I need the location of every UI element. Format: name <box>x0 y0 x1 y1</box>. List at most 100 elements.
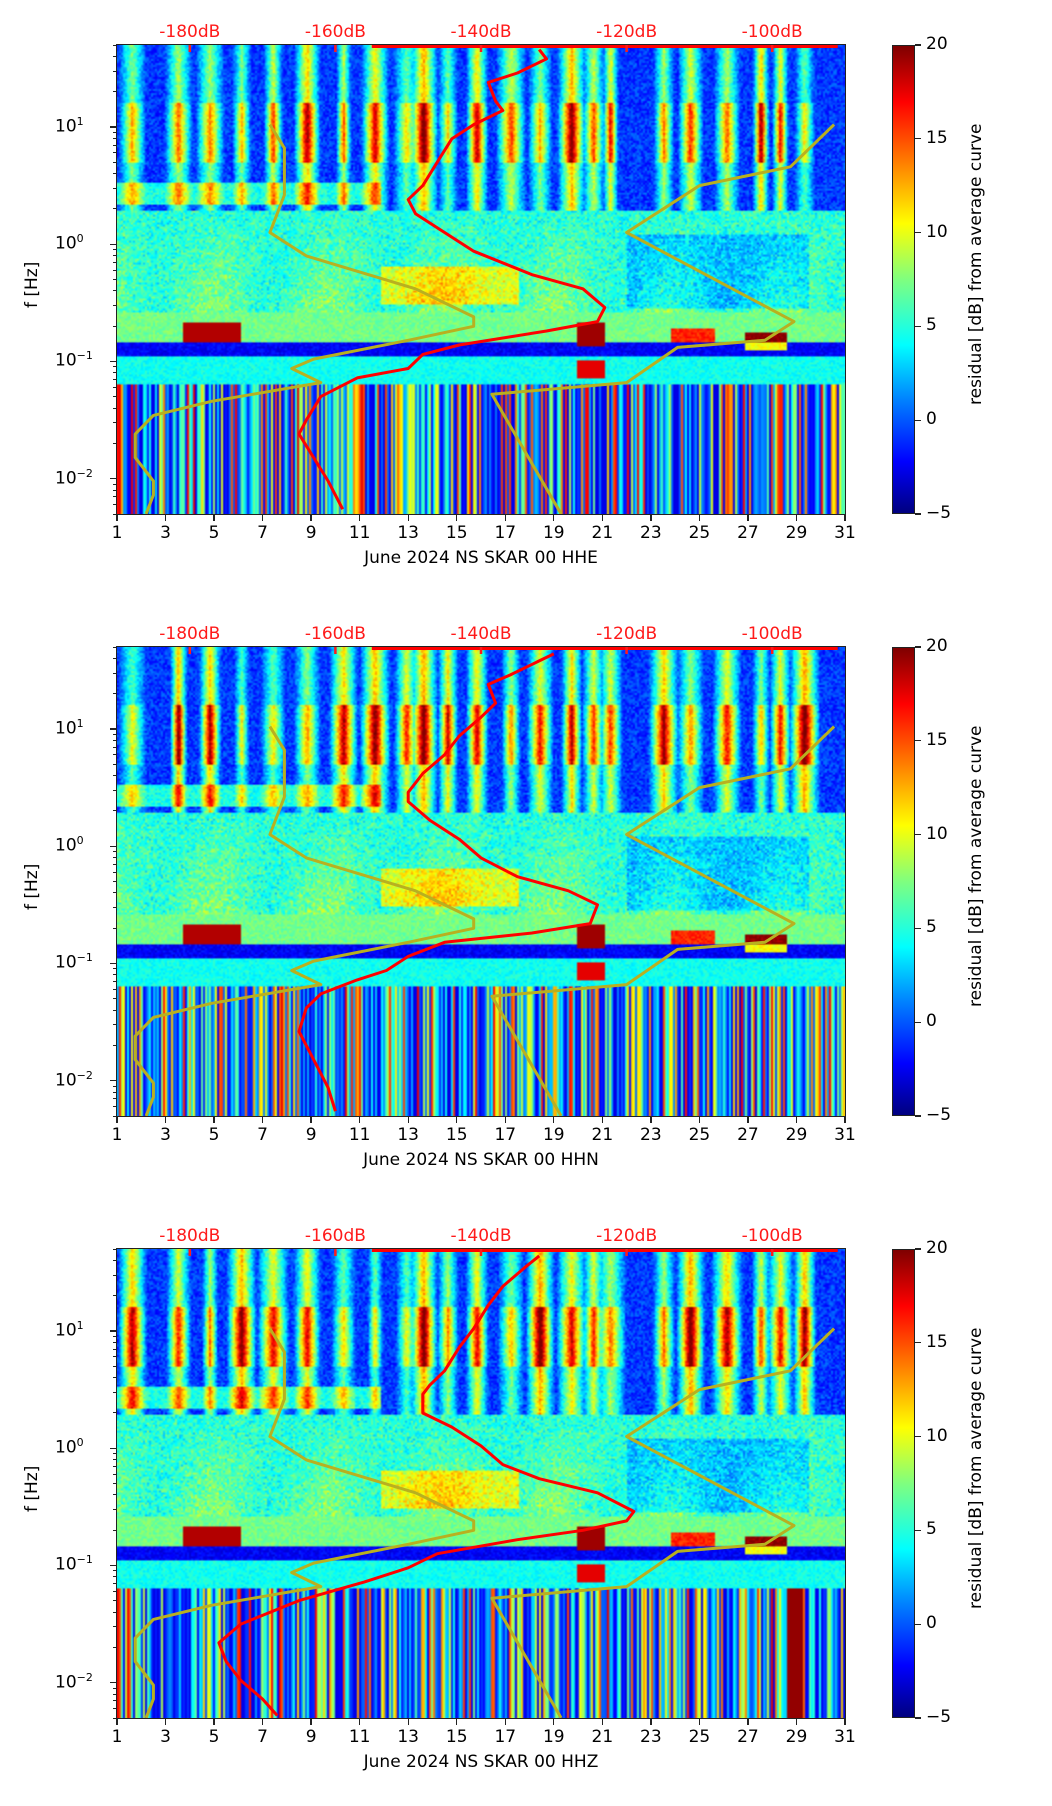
y-major-tick <box>110 962 117 965</box>
x-tick-label: 17 <box>494 1125 517 1145</box>
y-minor-tick <box>113 1570 117 1572</box>
y-major-tick <box>110 243 117 245</box>
colorbar <box>892 45 915 514</box>
x-tick-label: 23 <box>640 1125 662 1145</box>
y-minor-tick <box>113 1600 117 1602</box>
y-minor-tick <box>113 1509 117 1510</box>
y-minor-tick <box>113 998 117 1000</box>
y-minor-tick <box>113 1453 117 1455</box>
x-tick <box>698 514 701 521</box>
colorbar-tick <box>915 513 921 515</box>
y-minor-tick <box>113 152 117 154</box>
y-major-tick <box>110 1330 117 1332</box>
colorbar-tick-label: 0 <box>926 1011 937 1032</box>
y-minor-tick <box>113 881 117 882</box>
x-tick <box>504 1718 506 1725</box>
y-minor-tick <box>113 1248 117 1250</box>
colorbar-tick <box>915 1529 921 1532</box>
colorbar-tick <box>915 1115 921 1117</box>
y-tick-label: 100 <box>55 834 84 856</box>
x-tick <box>504 514 506 521</box>
x-tick-label: 29 <box>785 1727 808 1747</box>
y-minor-tick <box>113 789 117 791</box>
y-minor-tick <box>113 863 117 865</box>
y-minor-tick <box>113 968 117 970</box>
y-minor-tick <box>113 1044 117 1046</box>
x-tick-label: 1 <box>111 523 123 543</box>
x-tick <box>553 514 555 521</box>
x-tick <box>213 1718 215 1725</box>
x-tick <box>358 1718 361 1725</box>
x-tick-label: 15 <box>445 1727 468 1747</box>
db-tick-label: -180dB <box>159 1226 221 1246</box>
x-tick <box>650 514 652 521</box>
x-tick-label: 9 <box>305 1125 317 1145</box>
x-tick-label: 25 <box>688 1727 711 1747</box>
x-tick <box>553 1116 555 1123</box>
y-minor-tick <box>113 981 117 983</box>
colorbar-tick-label: 20 <box>926 636 948 656</box>
y-tick-label: 10−1 <box>55 951 93 973</box>
y-minor-tick <box>113 1391 117 1393</box>
x-tick <box>601 1116 604 1123</box>
y-minor-tick <box>113 1717 117 1719</box>
x-tick <box>261 514 264 521</box>
y-minor-tick <box>113 173 117 175</box>
x-tick <box>310 1116 312 1123</box>
colorbar-tick-label: 20 <box>926 34 948 54</box>
db-tick-label: -160dB <box>304 624 366 644</box>
y-minor-tick <box>113 366 117 368</box>
colorbar-tick-label: 10 <box>926 823 948 844</box>
tick-exponent: 1 <box>76 716 84 730</box>
x-tick-label: 27 <box>737 1125 759 1145</box>
tick-base: 10 <box>55 233 77 254</box>
db-tick-label: -160dB <box>304 22 366 42</box>
x-tick-label: 3 <box>160 523 171 543</box>
x-tick-label: 21 <box>591 1125 614 1145</box>
tick-base: 10 <box>55 718 77 739</box>
y-minor-tick <box>113 1009 117 1011</box>
y-minor-tick <box>113 1465 117 1467</box>
y-tick-label: 101 <box>55 717 84 739</box>
x-tick <box>795 1718 798 1725</box>
x-tick <box>504 1116 506 1123</box>
y-minor-tick <box>113 1115 117 1117</box>
y-minor-tick <box>113 489 117 491</box>
db-tick-label: -100dB <box>741 1226 803 1246</box>
colorbar-tick <box>915 1623 921 1625</box>
y-minor-tick <box>113 1473 117 1475</box>
y-minor-tick <box>113 763 117 765</box>
tick-exponent: 0 <box>76 232 84 246</box>
average-psd-curve <box>217 1254 636 1717</box>
y-minor-tick <box>113 91 117 93</box>
x-tick-label: 23 <box>640 523 662 543</box>
y-minor-tick <box>113 1259 117 1261</box>
y-minor-tick <box>113 1494 117 1496</box>
y-minor-tick <box>113 55 117 57</box>
y-minor-tick <box>113 249 117 251</box>
y-tick-label: 10−1 <box>55 349 93 371</box>
colorbar-tick-label: 15 <box>926 729 948 750</box>
x-tick-label: 19 <box>542 1125 565 1145</box>
colorbar-tick-label: 10 <box>926 1425 948 1446</box>
x-tick-label: 13 <box>397 523 420 543</box>
y-tick-label: 10−2 <box>55 467 93 489</box>
colorbar-tick <box>915 1717 921 1719</box>
y-minor-tick <box>113 187 117 189</box>
y-minor-tick <box>113 1590 117 1592</box>
curves-layer <box>133 45 838 515</box>
x-tick-label: 21 <box>591 523 614 543</box>
y-minor-tick <box>113 504 117 506</box>
y-minor-tick <box>113 442 117 444</box>
y-minor-tick <box>113 1365 117 1367</box>
db-tick-label: -140dB <box>450 1226 512 1246</box>
tick-base: 10 <box>55 1070 77 1091</box>
x-tick-label: 31 <box>834 1727 856 1747</box>
db-tick-label: -180dB <box>159 22 221 42</box>
x-tick <box>747 1718 749 1725</box>
y-minor-tick <box>113 372 117 374</box>
x-tick-label: 27 <box>737 1727 759 1747</box>
tick-base: 10 <box>55 116 77 137</box>
x-axis-label: June 2024 NS SKAR 00 HHE <box>364 548 598 568</box>
y-minor-tick <box>113 1708 117 1710</box>
